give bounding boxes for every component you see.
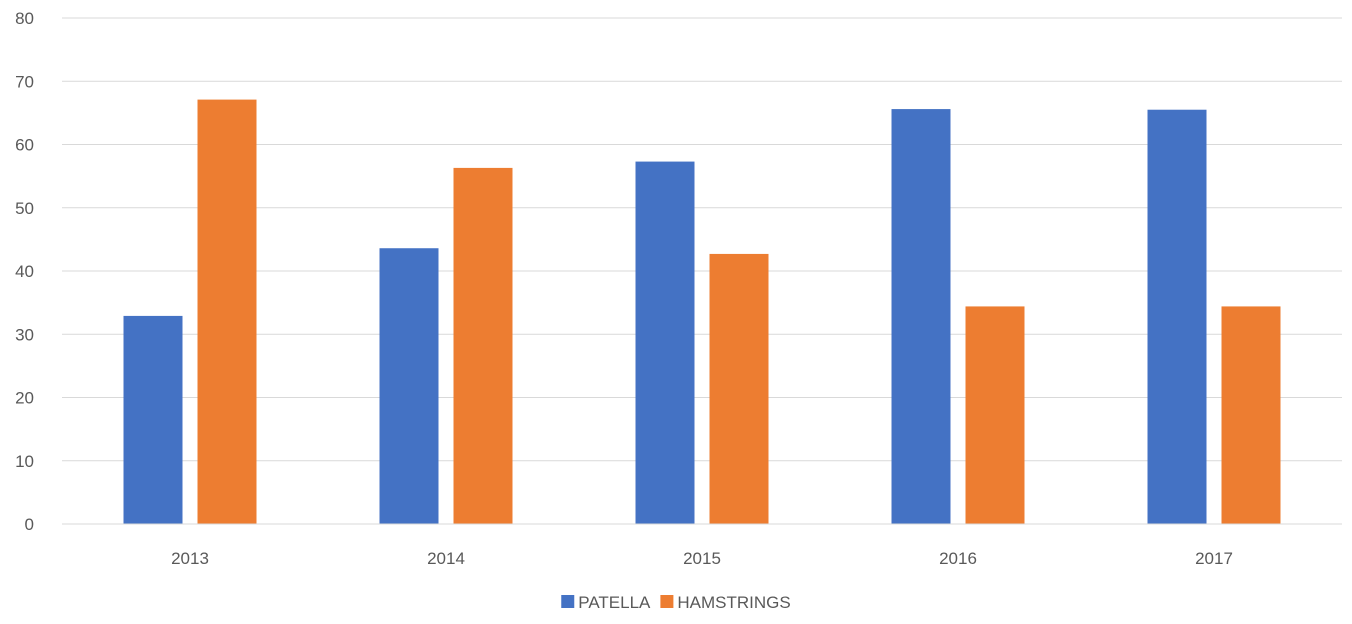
x-tick-label: 2015 <box>683 549 721 568</box>
x-tick-label: 2013 <box>171 549 209 568</box>
legend-swatch-patella <box>561 595 575 608</box>
gridlines <box>62 17 1342 462</box>
y-tick-label: 30 <box>15 325 34 344</box>
x-tick-label: 2017 <box>1195 549 1233 568</box>
bar-patella-2014 <box>379 248 439 525</box>
x-tick-label: 2016 <box>939 549 977 568</box>
legend-label-hamstrings: HAMSTRINGS <box>677 593 790 612</box>
legend-swatch-hamstrings <box>660 595 674 608</box>
y-axis-tick-labels: 0 10 20 30 40 50 60 70 80 <box>15 9 34 534</box>
legend-label-patella: PATELLA <box>578 593 651 612</box>
bar-patella-2013 <box>123 315 183 524</box>
bar-patella-2015 <box>635 161 695 524</box>
y-tick-label: 40 <box>15 262 34 281</box>
x-axis-tick-labels: 2013 2014 2015 2016 2017 <box>171 549 1233 568</box>
y-tick-label: 70 <box>15 72 34 91</box>
y-tick-label: 20 <box>15 389 34 408</box>
y-tick-label: 0 <box>25 515 34 534</box>
bar-patella-2017 <box>1147 109 1207 525</box>
bar-hamstrings-2016 <box>965 306 1025 524</box>
y-tick-label: 80 <box>15 9 34 28</box>
x-tick-label: 2014 <box>427 549 465 568</box>
y-tick-label: 60 <box>15 136 34 155</box>
bar-hamstrings-2013 <box>197 99 257 524</box>
bars <box>123 99 1281 525</box>
bar-patella-2016 <box>891 109 951 524</box>
bar-hamstrings-2017 <box>1221 306 1281 524</box>
y-tick-label: 10 <box>15 452 34 471</box>
bar-hamstrings-2015 <box>709 253 769 525</box>
legend: PATELLA HAMSTRINGS <box>561 593 791 612</box>
bar-hamstrings-2014 <box>453 167 513 524</box>
y-tick-label: 50 <box>15 199 34 218</box>
